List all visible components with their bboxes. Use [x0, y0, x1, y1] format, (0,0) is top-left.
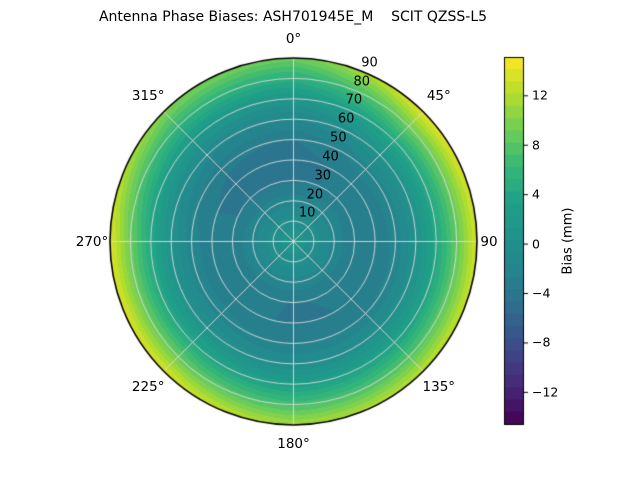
- radial-tick-label: 90: [361, 55, 378, 71]
- colorbar-tick-label: −12: [532, 384, 559, 400]
- azimuth-tick-label: 270°: [75, 233, 109, 250]
- colorbar-tick-label: −8: [532, 334, 551, 350]
- radial-tick-label: 60: [337, 111, 355, 127]
- colorbar-canvas: [503, 56, 533, 427]
- colorbar-tick-label: −4: [532, 285, 551, 301]
- radial-tick-label: 80: [353, 74, 371, 90]
- azimuth-tick-label: 0°: [285, 31, 302, 47]
- colorbar-tick-label: 4: [532, 186, 540, 202]
- radial-tick-label: 50: [330, 130, 347, 146]
- colorbar-axis-label: Bias (mm): [560, 207, 576, 275]
- azimuth-tick-label: 225°: [131, 378, 165, 395]
- colorbar-tick-label: 8: [532, 137, 540, 153]
- radial-tick-label: 10: [298, 205, 316, 221]
- azimuth-tick-label: 315°: [131, 88, 165, 105]
- chart-title: Antenna Phase Biases: ASH701945E_M SCIT …: [98, 9, 488, 25]
- azimuth-tick-label: 45°: [426, 88, 451, 105]
- radial-tick-label: 30: [314, 168, 331, 184]
- colorbar-tick-label: 12: [532, 87, 548, 103]
- radial-tick-label: 20: [306, 187, 324, 203]
- azimuth-tick-label: 90: [480, 233, 498, 250]
- azimuth-tick-label: 180°: [277, 436, 310, 452]
- radial-tick-label: 70: [345, 92, 363, 108]
- radial-tick-label: 40: [322, 149, 339, 165]
- azimuth-tick-label: 135°: [422, 378, 456, 395]
- colorbar-tick-label: 0: [532, 236, 540, 252]
